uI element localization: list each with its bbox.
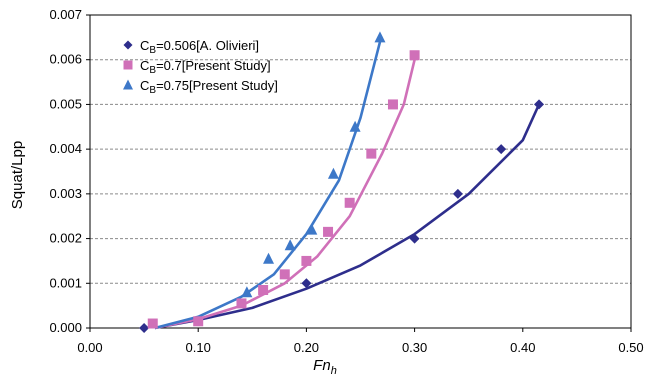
- series-1-point: [301, 278, 312, 289]
- y-tick-label: 0.002: [49, 231, 82, 246]
- y-tick-label: 0.006: [49, 52, 82, 67]
- series-3-point: [241, 286, 253, 298]
- plot-frame: [89, 14, 632, 329]
- series-2-point: [279, 269, 290, 280]
- series-1-point: [139, 323, 150, 333]
- x-tick-label: 0.50: [618, 340, 643, 355]
- x-tick-label: 0.20: [294, 340, 319, 355]
- series-2-point: [147, 318, 158, 329]
- grid-layer: [90, 59, 631, 284]
- y-tick-label: 0.001: [49, 275, 82, 290]
- legend-marker-3: [123, 79, 133, 90]
- series-2-point: [301, 255, 312, 266]
- y-tick-label: 0.005: [49, 96, 82, 111]
- x-tick-label: 0.10: [186, 340, 211, 355]
- legend-label-3: CB=0.75[Present Study]: [140, 78, 278, 96]
- series-3-point: [327, 167, 339, 179]
- series-1-curve: [154, 103, 541, 330]
- x-axis-label: Fnh: [313, 357, 337, 377]
- legend-label-1: CB=0.506[A. Olivieri]: [140, 38, 259, 56]
- y-tick-label: 0.004: [49, 141, 82, 156]
- series-1-point: [409, 233, 420, 244]
- point-layer: [139, 31, 545, 333]
- series-2-point: [236, 298, 247, 309]
- series-2-point: [193, 316, 204, 327]
- x-tick-label: 0.40: [510, 340, 535, 355]
- series-3-point: [349, 120, 361, 132]
- x-axis-label-main: Fn: [313, 357, 331, 374]
- series-2-point: [258, 284, 269, 295]
- series-3-point: [263, 252, 275, 264]
- legend-label-2: CB=0.7[Present Study]: [140, 58, 271, 76]
- y-tick-label: 0.007: [49, 7, 82, 22]
- series-3-point: [284, 239, 296, 251]
- legend-marker-1: [123, 40, 133, 50]
- series-3-point: [306, 223, 318, 235]
- series-2-curve: [154, 59, 416, 330]
- series-1-point: [496, 144, 507, 155]
- x-tick-label: 0.00: [77, 340, 102, 355]
- y-tick-label: 0.003: [49, 186, 82, 201]
- y-tick-label: 0.000: [49, 320, 82, 335]
- series-3-point: [374, 31, 386, 43]
- x-axis-label-sub: h: [331, 365, 337, 377]
- x-tick-label: 0.30: [402, 340, 427, 355]
- series-2-point: [323, 226, 334, 237]
- tick-layer: 0.000 0.001 0.002 0.003 0.004 0.005 0.006 0.007…: [49, 7, 643, 355]
- series-2-point: [344, 197, 355, 208]
- series-2-point: [366, 148, 377, 159]
- y-axis-label: Squat/Lpp: [9, 141, 26, 209]
- series-1-point: [534, 99, 545, 110]
- legend: CB=0.506[A. Olivieri] CB=0.7[Present Stud…: [123, 38, 278, 96]
- series-2-point: [387, 99, 398, 110]
- legend-marker-2: [123, 60, 133, 70]
- series-1-point: [452, 188, 463, 199]
- series-2-point: [409, 50, 420, 61]
